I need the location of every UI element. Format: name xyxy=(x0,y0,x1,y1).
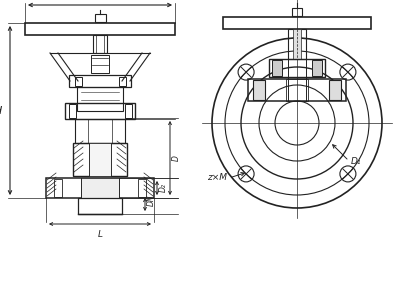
Text: H: H xyxy=(0,106,2,116)
Bar xyxy=(272,60,282,76)
Bar xyxy=(94,14,106,22)
Bar xyxy=(46,178,154,198)
Bar xyxy=(25,23,175,35)
Bar xyxy=(312,60,322,76)
Bar xyxy=(288,29,306,59)
Bar xyxy=(77,87,123,111)
Text: L: L xyxy=(98,230,102,239)
Bar xyxy=(138,179,146,197)
Bar xyxy=(93,35,107,53)
Text: D₂: D₂ xyxy=(159,184,168,192)
Bar xyxy=(293,29,301,59)
Bar xyxy=(292,8,302,16)
Bar xyxy=(248,79,346,101)
Bar xyxy=(96,35,104,53)
Bar xyxy=(91,55,109,73)
Text: z×M: z×M xyxy=(207,173,227,182)
Text: D: D xyxy=(172,156,181,162)
Bar xyxy=(54,179,62,197)
Bar xyxy=(286,79,308,101)
Bar xyxy=(329,80,341,100)
Bar xyxy=(75,119,125,143)
Bar xyxy=(81,178,119,198)
Bar xyxy=(269,59,325,77)
Bar xyxy=(89,143,111,176)
Bar xyxy=(118,77,126,86)
Bar xyxy=(73,143,127,176)
Bar xyxy=(223,17,371,29)
Bar xyxy=(69,75,131,87)
Bar xyxy=(253,80,265,100)
Bar xyxy=(65,103,135,119)
Bar xyxy=(68,104,76,118)
Bar xyxy=(124,104,132,118)
Bar xyxy=(78,198,122,214)
Text: D₁: D₁ xyxy=(351,157,362,166)
Text: DN: DN xyxy=(147,194,156,206)
Bar xyxy=(74,77,82,86)
